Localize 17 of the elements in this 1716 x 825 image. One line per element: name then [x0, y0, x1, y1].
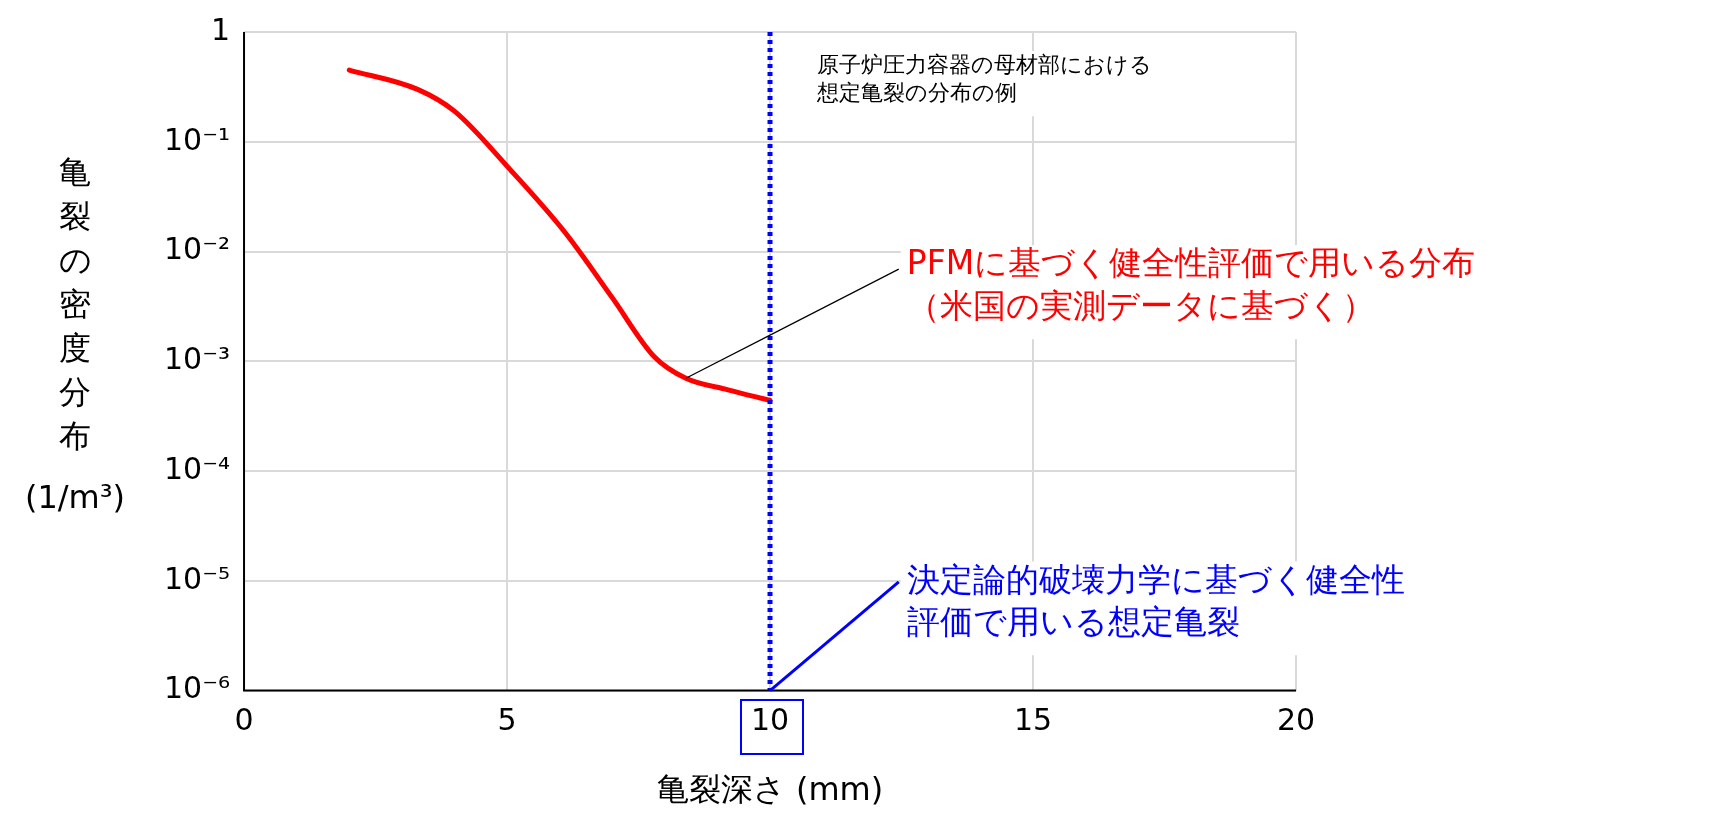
annotation: 決定論的破壊力学に基づく健全性評価で用いる想定亀裂 — [906, 559, 1405, 642]
y-tick-label: 10⁻³ — [163, 341, 231, 377]
x-tick-label: 0 — [234, 702, 254, 738]
y-tick-label: 10⁻⁶ — [163, 670, 231, 706]
annotation: PFMに基づく健全性評価で用いる分布（米国の実測データに基づく） — [906, 243, 1476, 326]
x-tick-label: 20 — [1276, 702, 1316, 738]
x-tick-label: 15 — [1013, 702, 1053, 738]
y-tick-label: 10⁻⁴ — [163, 450, 231, 486]
x-tick-label: 10 — [750, 702, 790, 738]
y-tick-label: 10⁻¹ — [163, 121, 231, 157]
y-tick-label: 1 — [210, 11, 231, 47]
x-tick-label: 5 — [497, 702, 517, 738]
y-tick-label: 10⁻² — [163, 231, 231, 267]
y-axis-title: 亀裂の密度分布 (1/m³) — [23, 152, 127, 516]
annotation: 原子炉圧力容器の母材部における想定亀裂の分布の例 — [816, 51, 1153, 106]
y-tick-label: 10⁻⁵ — [163, 560, 231, 596]
x-axis-title: 亀裂深さ (mm) — [656, 770, 884, 809]
